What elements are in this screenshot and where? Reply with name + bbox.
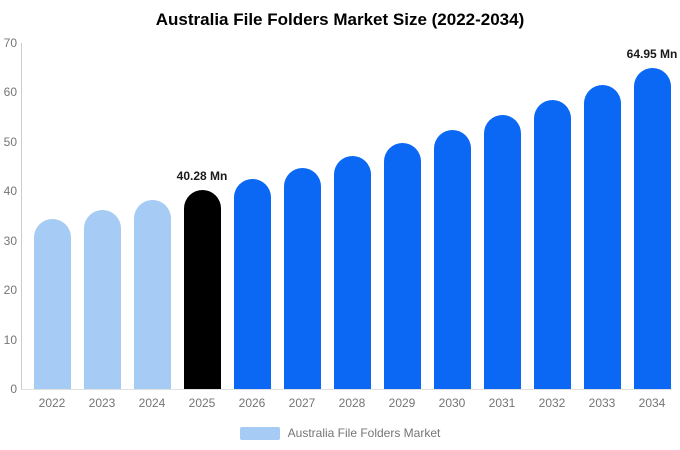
bar-2029[interactable] <box>383 142 421 389</box>
y-tick-70: 70 <box>3 36 17 50</box>
bar-2025[interactable] <box>183 189 221 389</box>
x-label-2026: 2026 <box>238 396 266 410</box>
x-label-2028: 2028 <box>338 396 366 410</box>
y-tick-60: 60 <box>3 85 17 100</box>
legend-label[interactable]: Australia File Folders Market <box>287 426 441 440</box>
x-label-2034: 2034 <box>638 396 666 410</box>
x-axis-line <box>21 389 672 390</box>
bar-2022[interactable] <box>33 218 71 389</box>
x-label-2031: 2031 <box>488 396 516 410</box>
bar-2030[interactable] <box>433 129 471 389</box>
y-tick-30: 30 <box>3 233 17 248</box>
bar-2034[interactable] <box>633 67 671 389</box>
bar-2026[interactable] <box>233 178 271 389</box>
y-tick-20: 20 <box>3 283 17 298</box>
bar-2032[interactable] <box>533 100 571 389</box>
legend-swatch[interactable] <box>239 426 280 440</box>
y-tick-50: 50 <box>3 134 17 149</box>
x-label-2025: 2025 <box>188 396 216 410</box>
y-tick-40: 40 <box>3 184 17 199</box>
legend: Australia File Folders Market <box>0 424 680 442</box>
data-label-2025: 40.28 Mn <box>176 168 228 183</box>
bar-2027[interactable] <box>283 167 321 389</box>
y-axis-line <box>21 43 22 389</box>
bar-2024[interactable] <box>133 200 171 389</box>
bar-2028[interactable] <box>333 155 371 389</box>
y-tick-0: 0 <box>10 382 17 396</box>
chart-title: Australia File Folders Market Size (2022… <box>155 10 525 29</box>
y-tick-10: 10 <box>3 332 17 347</box>
bar-2023[interactable] <box>83 210 121 389</box>
x-label-2024: 2024 <box>138 396 166 410</box>
x-label-2023: 2023 <box>88 396 116 410</box>
bar-2031[interactable] <box>483 115 521 389</box>
x-label-2033: 2033 <box>588 396 616 410</box>
x-label-2027: 2027 <box>288 396 316 410</box>
x-label-2030: 2030 <box>438 396 466 410</box>
bar-2033[interactable] <box>583 84 621 389</box>
x-label-2032: 2032 <box>538 396 566 410</box>
x-label-2022: 2022 <box>38 396 66 410</box>
x-label-2029: 2029 <box>388 396 416 410</box>
data-label-2034: 64.95 Mn <box>626 46 678 61</box>
